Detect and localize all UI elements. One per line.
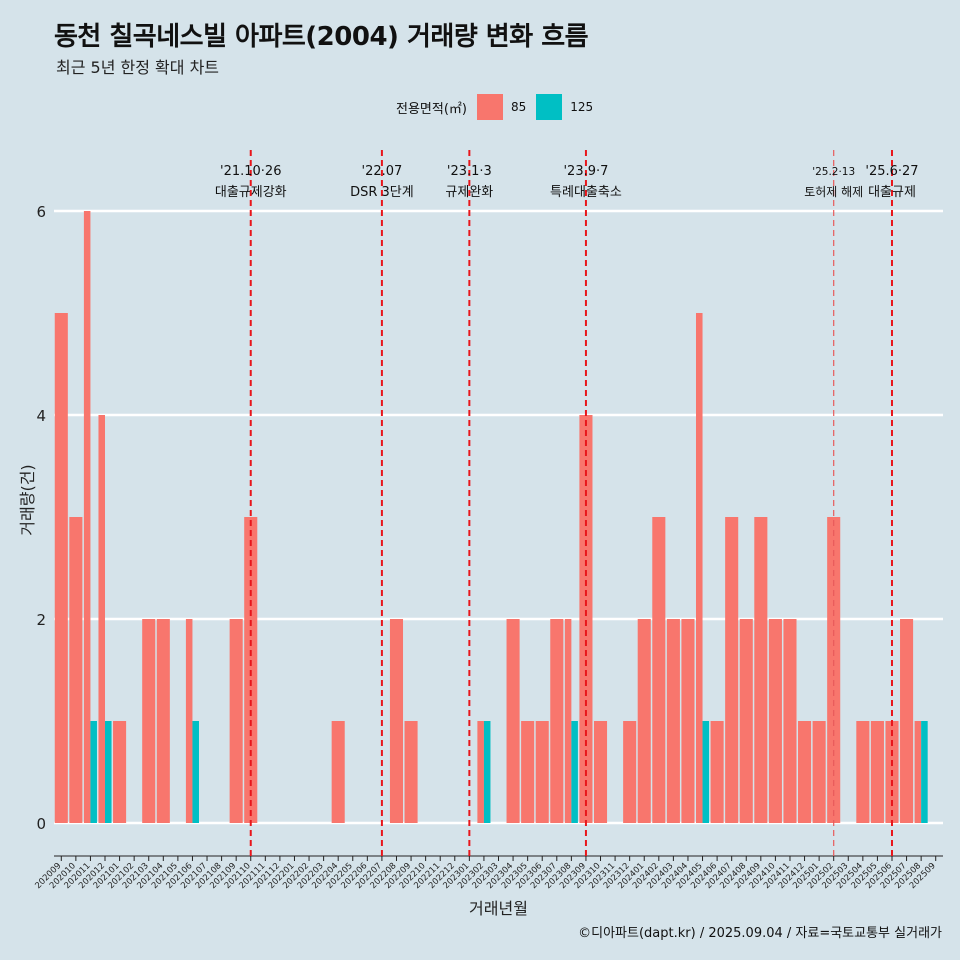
bar-85 — [521, 721, 535, 823]
event-label: 대출규제강화 — [215, 185, 287, 200]
bar-85 — [900, 619, 914, 823]
bar-85 — [477, 721, 484, 823]
y-tick-label: 4 — [36, 407, 46, 425]
bar-85 — [623, 721, 637, 823]
source-caption: ©디아파트(dapt.kr) / 2025.09.04 / 자료=국토교통부 실… — [578, 926, 942, 941]
y-tick-label: 6 — [36, 203, 46, 221]
legend-item-125: 125 — [536, 94, 593, 120]
bar-85 — [54, 313, 68, 823]
event-label: 토허제 해제 — [804, 185, 863, 199]
bar-85 — [637, 619, 651, 823]
y-tick-label: 0 — [36, 815, 46, 833]
bar-125 — [483, 721, 491, 823]
bar-85 — [506, 619, 520, 823]
event-label: 대출규제 — [868, 185, 916, 200]
bar-85 — [768, 619, 782, 823]
bar-85 — [812, 721, 826, 823]
chart-subtitle: 최근 5년 한정 확대 차트 — [56, 58, 220, 77]
bar-85 — [535, 721, 549, 823]
bar-85 — [681, 619, 695, 823]
bar-125 — [571, 721, 578, 823]
bar-85 — [710, 721, 724, 823]
bar-85 — [69, 517, 83, 823]
bar-85 — [564, 619, 572, 823]
bar-85 — [550, 619, 564, 823]
event-label: 특례대출축소 — [550, 185, 622, 200]
event-date: '23.1·3 — [447, 164, 492, 179]
chart-title: 동천 칠곡네스빌 아파트(2004) 거래량 변화 흐름 — [54, 22, 589, 52]
bar-85 — [404, 721, 418, 823]
bar-85 — [579, 415, 593, 823]
legend-label-85: 85 — [510, 100, 527, 114]
bar-125 — [921, 721, 928, 823]
event-date: '23.9·7 — [563, 164, 608, 179]
bar-85 — [754, 517, 768, 823]
event-label: DSR 3단계 — [350, 185, 414, 200]
bar-125 — [90, 721, 97, 823]
bar-125 — [105, 721, 112, 823]
event-date: '21.10·26 — [220, 164, 281, 179]
bar-85 — [593, 721, 608, 823]
legend-item-85: 85 — [476, 94, 527, 120]
bar-85 — [98, 415, 106, 823]
bar-85 — [331, 721, 345, 823]
bar-85 — [856, 721, 870, 823]
bar-125 — [192, 721, 199, 823]
event-date: '25.2·13 — [812, 166, 855, 178]
y-axis-title: 거래량(건) — [18, 464, 37, 535]
bar-85 — [739, 619, 753, 823]
event-label: 규제완화 — [445, 185, 493, 200]
y-tick-label: 2 — [36, 611, 46, 629]
bar-85 — [156, 619, 170, 823]
bar-85 — [798, 721, 812, 823]
bar-85 — [83, 211, 91, 823]
legend-label-125: 125 — [570, 100, 594, 114]
bar-85 — [142, 619, 156, 823]
bar-85 — [695, 313, 703, 823]
bar-85 — [185, 619, 193, 823]
bar-85 — [725, 517, 739, 823]
legend-swatch-125 — [536, 94, 563, 120]
bar-85 — [783, 619, 797, 823]
legend-swatch-85 — [476, 94, 503, 120]
bar-85 — [666, 619, 680, 823]
bar-125 — [702, 721, 710, 823]
event-date: '22.07 — [362, 164, 403, 179]
bar-85 — [914, 721, 922, 823]
bar-85 — [870, 721, 884, 823]
legend: 전용면적(㎡) 85 125 — [396, 93, 603, 121]
bar-85 — [389, 619, 404, 823]
bar-85 — [113, 721, 127, 823]
legend-title: 전용면적(㎡) — [396, 101, 467, 117]
bar-85 — [229, 619, 243, 823]
bar-85 — [652, 517, 666, 823]
event-date: '25.6·27 — [865, 164, 918, 179]
x-axis-title: 거래년월 — [469, 899, 528, 918]
